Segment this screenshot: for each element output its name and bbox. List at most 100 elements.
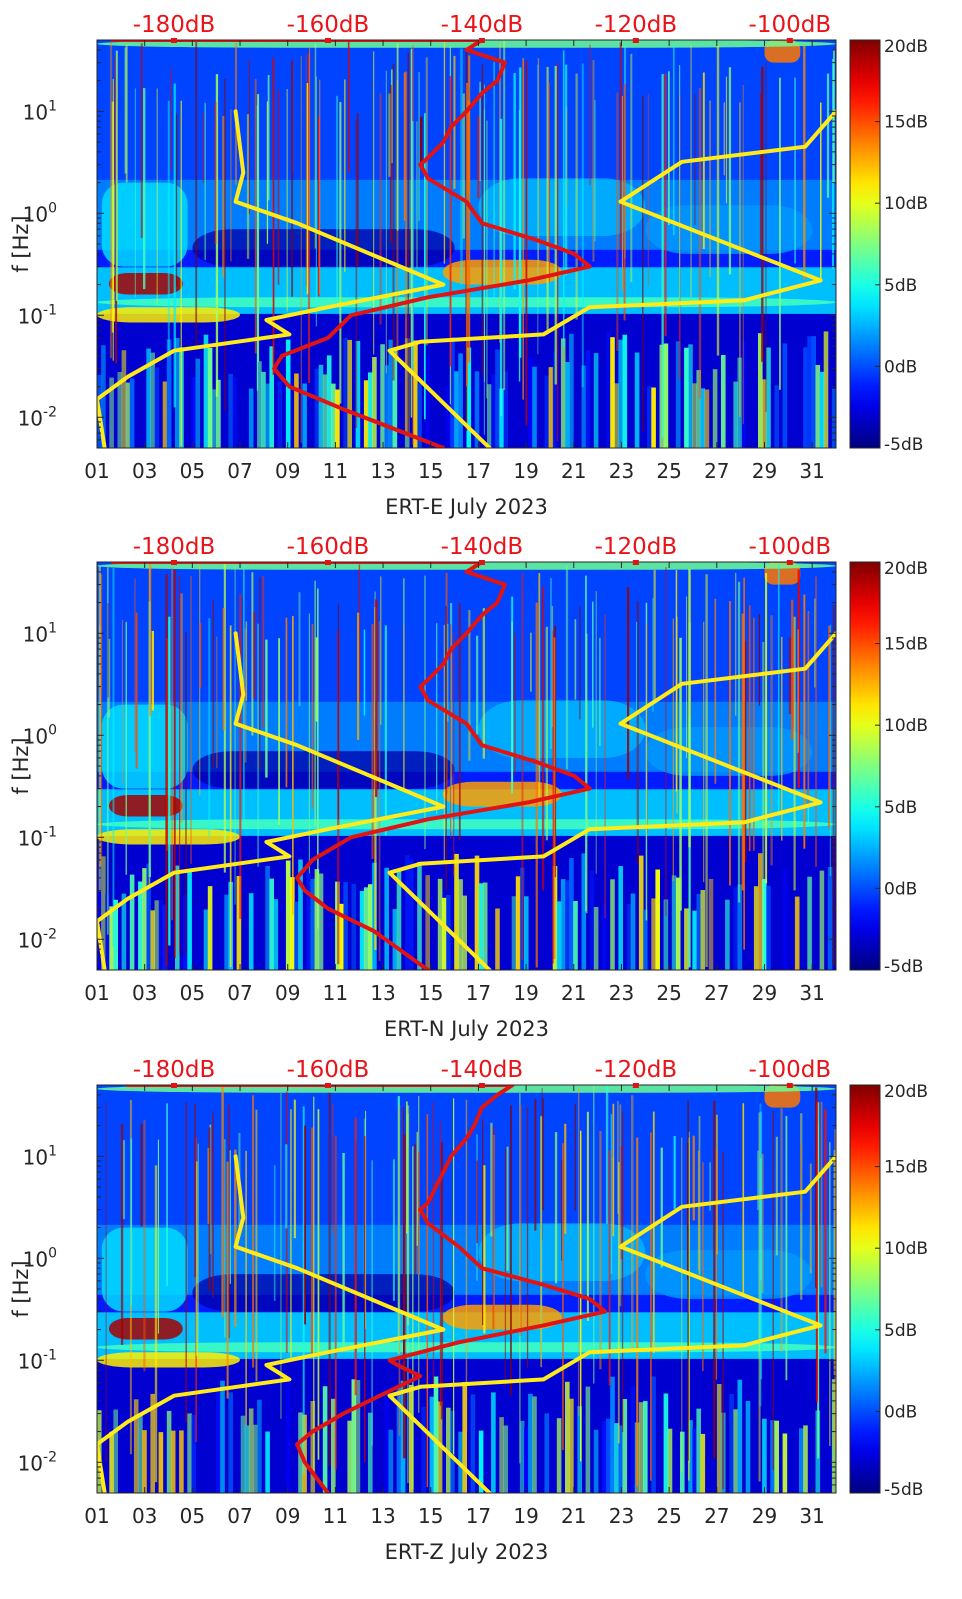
heatmap-streak	[778, 564, 780, 817]
heatmap-streak	[800, 1113, 803, 1300]
heatmap-streak	[714, 598, 717, 784]
heatmap-column	[257, 361, 262, 448]
heatmap-column	[560, 338, 566, 448]
heatmap-column	[622, 334, 628, 448]
colorbar-label: 5dB	[884, 1321, 917, 1341]
colorbar-label: 15dB	[884, 1158, 928, 1178]
heatmap-column	[187, 869, 192, 970]
heatmap-column	[347, 339, 352, 448]
heatmap-streak	[546, 66, 549, 335]
top-db-tick	[170, 38, 177, 43]
heatmap-row	[97, 573, 836, 581]
heatmap-streak	[334, 1135, 337, 1470]
heatmap-column	[581, 365, 587, 448]
heatmap-streak	[744, 641, 747, 862]
heatmap-column	[585, 1386, 591, 1493]
heatmap-streak	[698, 1116, 701, 1275]
heatmap-streak	[363, 629, 366, 716]
heatmap-streak	[715, 1148, 718, 1380]
heatmap-streak	[466, 82, 469, 387]
heatmap-streak	[337, 603, 339, 820]
heatmap-streak	[647, 94, 650, 287]
heatmap-column	[758, 853, 763, 970]
heatmap-streak	[143, 88, 146, 290]
heatmap-streak	[592, 601, 594, 728]
heatmap-column	[396, 871, 402, 970]
heatmap-streak	[660, 1147, 663, 1268]
heatmap-streak	[679, 65, 681, 314]
heatmap-blob	[108, 1318, 183, 1340]
heatmap-column	[692, 383, 697, 448]
heatmap-row	[97, 591, 836, 598]
heatmap-streak	[171, 567, 174, 921]
heatmap-row	[97, 696, 836, 703]
heatmap-column	[129, 874, 135, 970]
model-curves	[97, 1085, 836, 1493]
heatmap-column	[97, 862, 102, 970]
heatmap-column	[285, 860, 291, 970]
colorbar-label: 20dB	[884, 1082, 928, 1102]
heatmap-streak	[378, 621, 381, 961]
heatmap-streak	[595, 590, 597, 874]
heatmap-streak	[432, 1101, 435, 1386]
heatmap-streak	[115, 50, 118, 301]
heatmap-streak	[513, 73, 516, 290]
heatmap-blob	[442, 1304, 562, 1330]
heatmap-column	[515, 876, 521, 970]
x-axis-label: ERT-Z July 2023	[385, 1540, 549, 1564]
heatmap-blob	[192, 1274, 455, 1312]
heatmap-streak	[403, 72, 406, 221]
x-tick-label: 31	[799, 1504, 824, 1528]
heatmap-streak	[503, 40, 506, 391]
heatmap-column	[762, 379, 767, 448]
heatmap-streak	[443, 40, 446, 264]
top-db-tick	[324, 560, 331, 565]
heatmap-streak	[709, 100, 711, 278]
heatmap-column	[544, 1413, 550, 1493]
heatmap-streak	[686, 596, 688, 759]
heatmap-streak	[681, 1137, 683, 1473]
heatmap-streak	[759, 1157, 762, 1281]
x-tick-label: 17	[466, 459, 491, 483]
top-db-label: -160dB	[287, 1057, 370, 1083]
heatmap-blob	[645, 205, 813, 254]
top-db-tick	[786, 1083, 793, 1088]
heatmap-streak	[385, 70, 387, 374]
heatmap-streak	[803, 45, 806, 280]
heatmap-column	[232, 377, 238, 448]
heatmap-row	[97, 649, 836, 656]
heatmap-column	[409, 1384, 414, 1493]
heatmap-column	[733, 887, 738, 970]
heatmap-streak	[234, 565, 236, 905]
heatmap-streak	[521, 572, 524, 960]
heatmap	[97, 40, 836, 448]
heatmap-column	[643, 909, 648, 970]
heatmap-streak	[224, 79, 226, 412]
heatmap-column	[240, 1415, 246, 1493]
heatmap-streak	[439, 1121, 441, 1406]
heatmap-column	[101, 856, 106, 970]
heatmap-streak	[304, 1125, 306, 1325]
heatmap-streak	[134, 578, 136, 752]
heatmap-column	[565, 880, 570, 970]
heatmap-column	[774, 385, 779, 448]
heatmap-column	[404, 855, 410, 970]
colorbar-label: 0dB	[884, 1402, 917, 1422]
heatmap-column	[166, 339, 172, 448]
heatmap-column	[560, 879, 566, 970]
heatmap-streak	[519, 1105, 522, 1336]
heatmap-column	[774, 1420, 779, 1493]
heatmap-row	[97, 678, 836, 685]
x-tick-label: 21	[561, 981, 586, 1005]
heatmap-streak	[741, 613, 745, 891]
heatmap-column	[782, 343, 788, 448]
heatmap-streak	[743, 577, 745, 950]
top-db-label: -100dB	[749, 534, 832, 560]
heatmap-streak	[815, 1100, 818, 1403]
heatmap-streak	[493, 61, 495, 301]
heatmap-row	[97, 713, 836, 720]
heatmap-column	[450, 337, 455, 448]
x-tick-label: 03	[132, 1504, 157, 1528]
heatmap-streak	[761, 1153, 764, 1293]
heatmap-column	[762, 1418, 767, 1493]
